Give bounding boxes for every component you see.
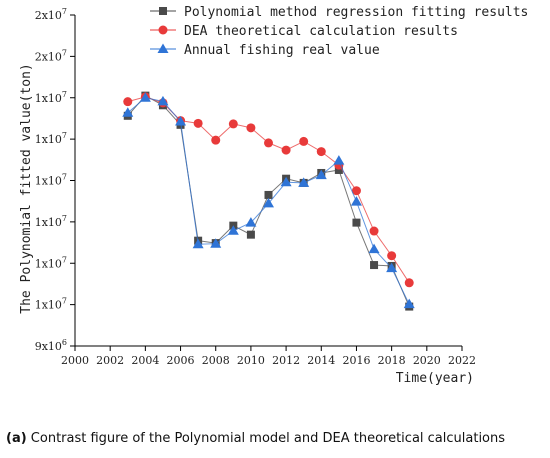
y-tick-label: 1x107 — [35, 214, 67, 229]
y-tick-label: 2x107 — [35, 7, 67, 22]
legend: Polynomial method regression fitting res… — [150, 5, 528, 58]
x-tick-label: 2014 — [307, 354, 335, 367]
axes — [74, 15, 462, 347]
series-layer — [122, 91, 415, 311]
x-tick-label: 2022 — [448, 354, 476, 367]
data-point-triangle — [298, 177, 310, 187]
data-point-circle — [299, 136, 309, 146]
data-point-triangle — [350, 196, 362, 206]
y-tick-label: 9x106 — [35, 338, 67, 353]
series-3 — [122, 92, 415, 309]
data-point-circle — [158, 25, 168, 35]
data-point-circle — [228, 119, 238, 129]
legend-label: DEA theoretical calculation results — [184, 24, 458, 39]
data-point-circle — [316, 147, 326, 157]
data-point-triangle — [157, 43, 169, 53]
chart: 9x106 1x107 1x107 1x107 1x107 1x107 1x107 2x107… — [19, 5, 528, 386]
y-tick-label: 2x107 — [35, 48, 67, 63]
x-tick-label: 2018 — [378, 354, 406, 367]
data-point-square — [352, 218, 361, 227]
y-axis-ticks: 9x106 1x107 1x107 1x107 1x107 1x107 1x107 2x107… — [35, 7, 75, 353]
data-point-triangle — [245, 217, 257, 227]
data-point-triangle — [403, 298, 415, 309]
y-tick-label: 1x107 — [35, 131, 67, 146]
figure-caption: (a) Contrast figure of the Polynomial mo… — [6, 431, 546, 446]
caption-text: Contrast figure of the Polynomial model … — [30, 431, 506, 446]
data-point-triangle — [227, 225, 239, 235]
x-axis-ticks: 2000 2002 2004 2006 2008 2010 2012 2014 2016 2018… — [61, 346, 476, 367]
data-point-triangle — [333, 155, 345, 165]
x-tick-label: 2006 — [167, 354, 195, 367]
data-point-circle — [264, 138, 273, 148]
x-tick-label: 2010 — [237, 354, 265, 367]
x-tick-label: 2002 — [96, 354, 124, 367]
data-point-triangle — [122, 107, 134, 117]
data-point-circle — [281, 145, 291, 155]
x-tick-label: 2000 — [61, 354, 89, 367]
x-axis-title: Time(year) — [396, 371, 474, 386]
data-point-square — [159, 7, 167, 15]
y-tick-label: 1x107 — [35, 173, 67, 188]
data-point-square — [264, 190, 273, 199]
legend-item: Polynomial method regression fitting res… — [150, 5, 528, 20]
legend-label: Polynomial method regression fitting res… — [184, 5, 528, 20]
data-point-triangle — [280, 176, 292, 187]
data-point-triangle — [386, 262, 398, 273]
data-point-triangle — [139, 92, 151, 102]
data-point-triangle — [315, 169, 327, 180]
legend-item: Annual fishing real value — [150, 43, 380, 58]
data-point-triangle — [210, 238, 222, 248]
series-2 — [123, 92, 414, 288]
data-point-circle — [123, 97, 133, 107]
x-tick-label: 2012 — [272, 354, 300, 367]
y-tick-label: 1x107 — [35, 90, 67, 105]
data-point-square — [334, 165, 343, 174]
caption-label: (a) — [6, 431, 27, 446]
data-point-circle — [387, 251, 397, 261]
data-point-triangle — [157, 95, 169, 106]
data-point-triangle — [192, 238, 204, 249]
x-tick-label: 2020 — [413, 354, 441, 367]
data-point-circle — [211, 135, 221, 145]
data-point-square — [246, 230, 255, 239]
y-tick-label: 1x107 — [35, 255, 67, 270]
y-axis-title: The Polynomial fitted value(ton) — [19, 63, 34, 313]
data-point-triangle — [368, 243, 380, 254]
data-point-square — [370, 261, 379, 270]
data-point-triangle — [263, 197, 274, 208]
x-tick-label: 2016 — [342, 354, 370, 367]
data-point-circle — [351, 186, 361, 196]
data-point-circle — [369, 226, 379, 236]
y-tick-label: 1x107 — [35, 297, 67, 312]
legend-item: DEA theoretical calculation results — [150, 24, 458, 39]
series-line — [127, 96, 410, 284]
data-point-triangle — [175, 116, 187, 126]
x-tick-label: 2008 — [202, 354, 230, 367]
legend-label: Annual fishing real value — [184, 43, 380, 58]
data-point-circle — [404, 278, 414, 288]
x-tick-label: 2004 — [131, 354, 159, 367]
data-point-circle — [246, 123, 256, 133]
data-point-circle — [193, 118, 203, 128]
